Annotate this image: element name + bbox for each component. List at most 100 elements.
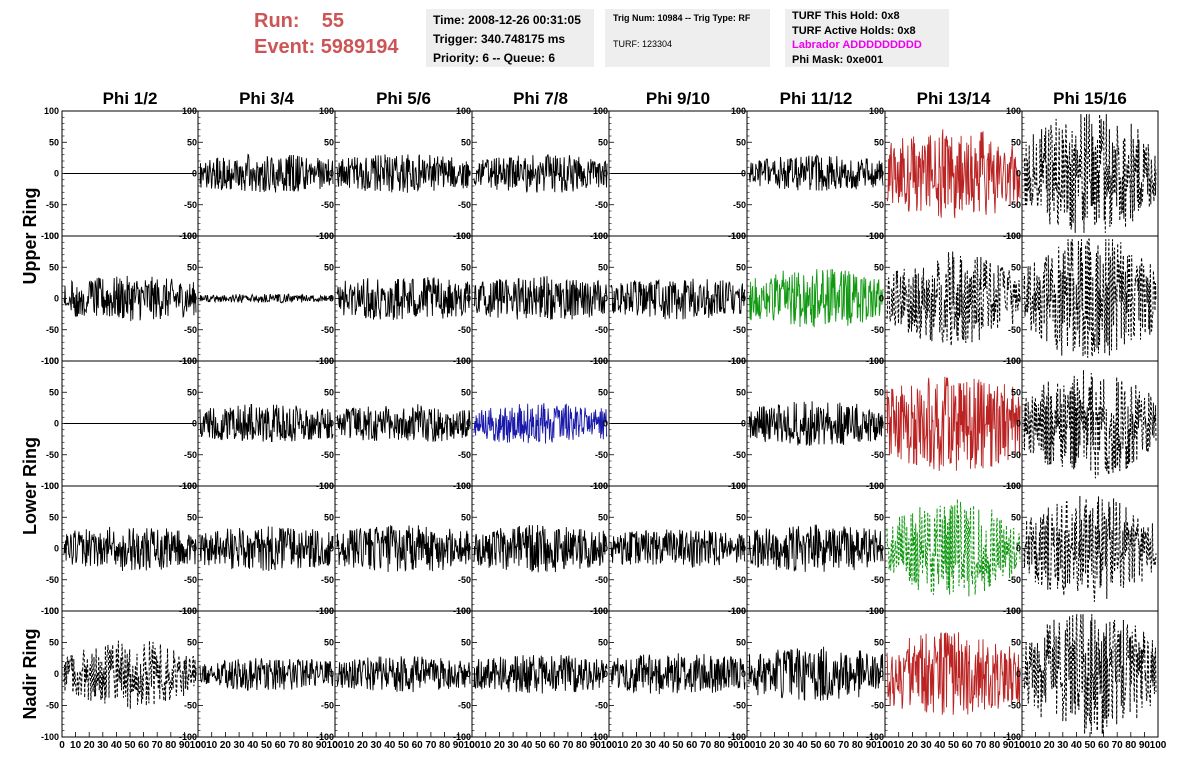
- y-tick-label: 100: [456, 356, 471, 366]
- y-tick-label: 0: [741, 544, 746, 554]
- y-tick-label: 100: [319, 606, 334, 616]
- waveform-trace: [199, 658, 334, 691]
- y-tick-label: -50: [458, 450, 471, 460]
- x-tick-label: 50: [672, 740, 684, 751]
- y-tick-label: 0: [879, 294, 884, 304]
- y-tick-label: 50: [1011, 262, 1021, 272]
- x-tick-label: 100: [327, 740, 344, 751]
- y-tick-label: -50: [595, 200, 608, 210]
- y-tick-label: -100: [590, 732, 608, 742]
- x-tick-label: 40: [1071, 740, 1083, 751]
- event-label: Event:: [254, 36, 316, 58]
- y-tick-label: -50: [871, 325, 884, 335]
- x-tick-label: 30: [1057, 740, 1069, 751]
- y-tick-label: 50: [187, 262, 197, 272]
- waveform-trace: [1023, 495, 1157, 602]
- turf-info-box: TURF This Hold: 0x8 TURF Active Holds: 0…: [785, 9, 949, 67]
- x-tick-label: 100: [601, 740, 618, 751]
- x-tick-label: 100: [190, 740, 207, 751]
- x-tick-label: 90: [316, 740, 328, 751]
- y-tick-label: 100: [44, 481, 59, 491]
- y-tick-label: -50: [46, 450, 59, 460]
- y-tick-label: 50: [1011, 137, 1021, 147]
- waveform-trace: [1023, 614, 1157, 734]
- waveform-trace: [336, 656, 471, 693]
- y-tick-label: 0: [741, 669, 746, 679]
- y-tick-label: 0: [329, 669, 334, 679]
- y-tick-label: -100: [41, 481, 59, 491]
- y-tick-label: 100: [456, 106, 471, 116]
- x-tick-label: 10: [480, 740, 492, 751]
- y-tick-label: 50: [598, 512, 608, 522]
- y-tick-label: -50: [595, 450, 608, 460]
- x-tick-label: 90: [453, 740, 465, 751]
- x-tick-label: 80: [852, 740, 864, 751]
- waveform-trace: [336, 404, 471, 442]
- y-tick-label: -50: [184, 450, 197, 460]
- x-tick-label: 20: [84, 740, 96, 751]
- column-title: Phi 9/10: [646, 89, 710, 108]
- y-tick-label: 100: [1006, 481, 1021, 491]
- y-tick-label: 100: [319, 481, 334, 491]
- y-tick-label: 50: [874, 638, 884, 648]
- x-tick-label: 90: [590, 740, 602, 751]
- y-tick-label: 50: [598, 638, 608, 648]
- y-tick-label: 50: [187, 387, 197, 397]
- x-tick-label: 20: [494, 740, 506, 751]
- y-tick-label: 50: [324, 262, 334, 272]
- y-tick-label: 50: [324, 638, 334, 648]
- y-tick-label: -50: [46, 200, 59, 210]
- x-tick-label: 50: [810, 740, 822, 751]
- y-tick-label: 50: [736, 262, 746, 272]
- y-tick-label: 50: [874, 387, 884, 397]
- turf-text: TURF: 123304: [613, 39, 673, 49]
- ring-label: Upper Ring: [20, 188, 40, 285]
- x-tick-label: 70: [975, 740, 987, 751]
- y-tick-label: 50: [324, 137, 334, 147]
- y-tick-label: 0: [603, 419, 608, 429]
- x-tick-label: 60: [275, 740, 287, 751]
- y-tick-label: -50: [184, 325, 197, 335]
- x-tick-label: 10: [206, 740, 218, 751]
- x-tick-label: 40: [111, 740, 123, 751]
- y-tick-label: 50: [736, 387, 746, 397]
- x-tick-label: 100: [464, 740, 481, 751]
- y-tick-label: 100: [456, 606, 471, 616]
- y-tick-label: 50: [49, 387, 59, 397]
- ring-label: Lower Ring: [20, 437, 40, 535]
- x-tick-label: 30: [97, 740, 109, 751]
- y-tick-label: 100: [44, 356, 59, 366]
- x-tick-label: 50: [1084, 740, 1096, 751]
- y-tick-label: 0: [466, 169, 471, 179]
- y-tick-label: -50: [46, 325, 59, 335]
- x-tick-label: 50: [261, 740, 273, 751]
- waveform-trace: [473, 403, 608, 444]
- waveform-trace: [473, 276, 608, 321]
- x-tick-label: 40: [934, 740, 946, 751]
- x-tick-label: 40: [521, 740, 533, 751]
- x-tick-label: 20: [1044, 740, 1056, 751]
- y-tick-label: 100: [1006, 106, 1021, 116]
- trigger-info-box: Trig Num: 10984 -- Trig Type: RF TURF: 1…: [605, 9, 770, 67]
- y-tick-label: 50: [49, 262, 59, 272]
- column-title: Phi 11/12: [780, 89, 853, 108]
- y-tick-label: -100: [41, 356, 59, 366]
- ring-label: Nadir Ring: [20, 628, 40, 719]
- y-tick-label: -50: [321, 575, 334, 585]
- waveform-trace: [748, 154, 884, 191]
- waveform-trace: [63, 275, 197, 322]
- x-tick-label: 10: [343, 740, 355, 751]
- y-tick-label: 0: [603, 169, 608, 179]
- y-tick-label: -100: [866, 732, 884, 742]
- y-tick-label: -50: [458, 575, 471, 585]
- waveform-trace: [199, 293, 334, 304]
- y-tick-label: -50: [733, 325, 746, 335]
- y-tick-label: 50: [49, 137, 59, 147]
- y-tick-label: 0: [879, 169, 884, 179]
- x-tick-label: 60: [1098, 740, 1110, 751]
- waveform-trace: [886, 376, 1021, 471]
- y-tick-label: -50: [871, 200, 884, 210]
- column-title: Phi 1/2: [103, 89, 158, 108]
- waveform-trace: [473, 654, 608, 694]
- y-tick-label: 50: [461, 262, 471, 272]
